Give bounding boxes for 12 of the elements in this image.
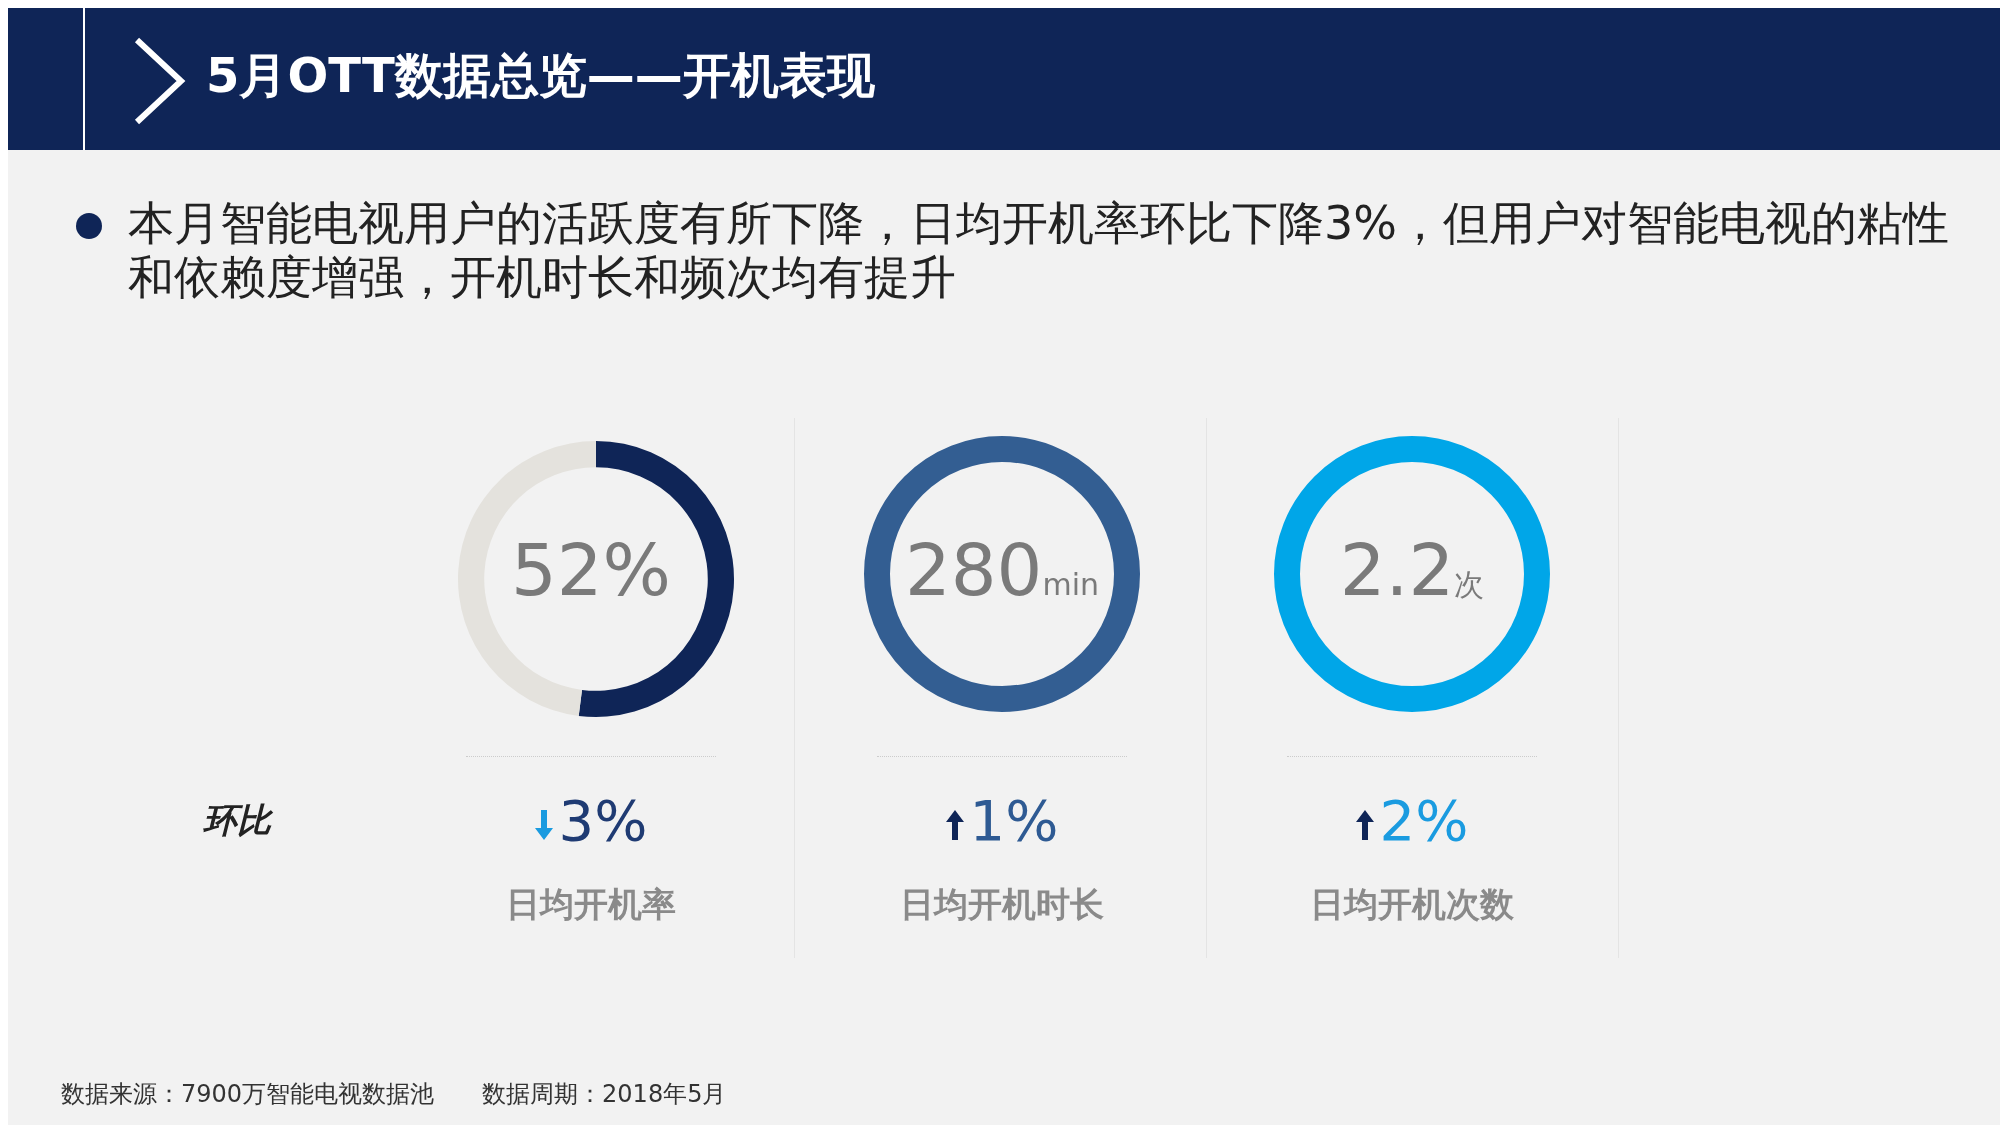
text: 3% (558, 788, 648, 853)
text: 52% (510, 528, 672, 612)
text: 日均开机时长 (899, 883, 1105, 926)
text: 日均开机率 (505, 883, 677, 926)
text: 2% (1379, 788, 1469, 853)
text: 280min (904, 528, 1099, 612)
text: 本月智能电视用户的活跃度有所下降，日均开机率环比下降3%，但用户对智能电视的粘性和依赖度增强，开机时长和频次均有提升 (128, 196, 1950, 304)
text: 日均开机次数 (1309, 883, 1515, 926)
text: 1% (969, 788, 1059, 853)
text: 环比 (203, 799, 271, 842)
source-note: 数据来源：7900万智能电视数据池 数据周期：2018年5月 (61, 1079, 727, 1110)
chart-title: 5月OTT数据总览——开机表现 (206, 46, 875, 105)
